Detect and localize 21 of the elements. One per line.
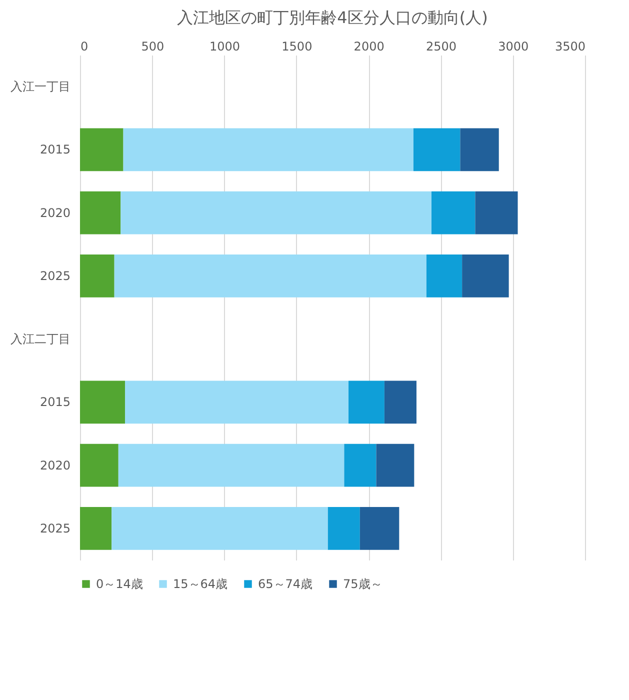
chart-title: 入江地区の町丁別年齢4区分人口の動向(人): [177, 8, 488, 27]
x-tick-label: 2000: [354, 40, 384, 54]
x-tick-label: 1000: [210, 40, 240, 54]
y-tick-label: 2025: [40, 268, 70, 283]
y-tick-label: 入江一丁目: [10, 80, 70, 94]
y-tick-label: 2020: [40, 206, 70, 220]
x-tick-label: 500: [141, 40, 164, 54]
legend-label: 75歳～: [343, 577, 382, 591]
y-tick-label: 2025: [40, 521, 70, 536]
y-tick-label: 入江二丁目: [10, 332, 70, 346]
x-tick-label: 2500: [426, 40, 456, 54]
legend-label: 0～14歳: [96, 577, 143, 591]
y-tick-label: 2020: [40, 458, 70, 472]
x-tick-label: 3500: [554, 40, 586, 54]
x-tick-label: 1500: [282, 40, 312, 54]
x-tick-label: 0: [80, 40, 88, 54]
legend-label: 15～64歳: [173, 577, 228, 591]
y-tick-label: 2015: [40, 395, 70, 410]
y-tick-label: 2015: [40, 142, 70, 157]
legend-label: 65～74歳: [258, 577, 313, 591]
x-tick-label: 3000: [498, 40, 529, 54]
